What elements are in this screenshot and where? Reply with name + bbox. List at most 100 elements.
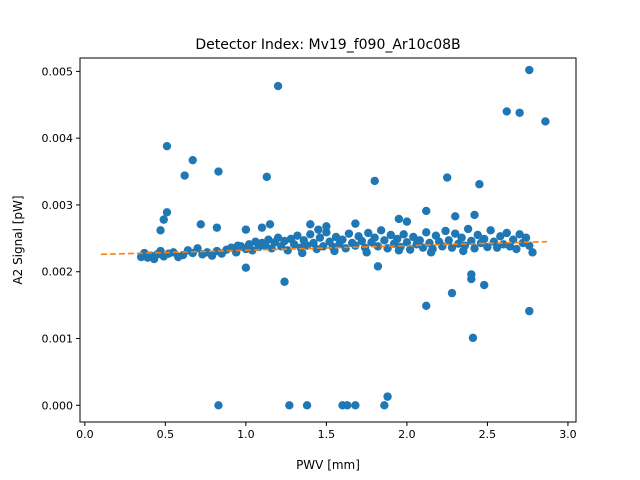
data-point (306, 230, 315, 239)
data-point (422, 301, 431, 310)
data-point (426, 248, 436, 257)
data-point (386, 230, 396, 240)
data-point (383, 392, 392, 401)
data-point (451, 229, 460, 238)
data-point (441, 226, 450, 236)
data-point (315, 233, 325, 242)
data-point (393, 234, 402, 244)
data-point (380, 401, 389, 410)
data-point (380, 236, 389, 245)
data-point (248, 246, 257, 255)
y-tick-label: 0.002 (42, 266, 74, 279)
data-point (314, 225, 323, 234)
data-point (459, 246, 468, 256)
data-point (422, 228, 431, 237)
data-point (525, 306, 534, 316)
data-point (264, 235, 273, 244)
data-point (343, 401, 352, 410)
data-point (280, 236, 289, 246)
data-point (515, 230, 524, 239)
data-point (364, 228, 373, 238)
data-point (289, 240, 299, 249)
data-point (273, 233, 283, 242)
data-point (473, 230, 482, 240)
data-point (468, 333, 478, 343)
data-point (502, 228, 511, 238)
data-point (322, 228, 331, 237)
data-point (298, 248, 307, 258)
chart-title: Detector Index: Mv19_f090_Ar10c08B (195, 37, 460, 53)
data-point (162, 141, 172, 151)
data-point (492, 243, 502, 252)
data-point (447, 288, 457, 298)
data-point (502, 107, 511, 116)
data-point (409, 232, 418, 242)
data-point (357, 236, 367, 246)
data-point (515, 108, 524, 117)
data-point (156, 226, 165, 235)
data-point (370, 233, 379, 242)
data-point (394, 246, 404, 255)
data-point (180, 171, 189, 180)
data-point (322, 222, 331, 231)
data-point (442, 173, 452, 182)
data-point (193, 244, 202, 253)
data-point (405, 245, 415, 254)
fit-line (100, 240, 548, 256)
data-point (312, 244, 321, 254)
data-point (457, 233, 466, 242)
data-point (283, 246, 292, 255)
y-tick-label: 0.001 (42, 333, 74, 346)
x-tick-label: 0.0 (76, 428, 94, 441)
y-axis-label: A2 Signal [pW] (11, 195, 25, 284)
data-point (196, 220, 205, 229)
data-point (480, 280, 489, 290)
data-point (373, 242, 383, 251)
data-point (521, 233, 531, 242)
data-point (214, 167, 223, 176)
data-point (306, 220, 315, 229)
y-tick-label: 0.005 (42, 65, 74, 78)
data-point (451, 212, 460, 221)
x-axis-ticks: 0.0 0.5 1.0 1.5 2.0 2.5 3.0 (76, 422, 577, 441)
data-point (188, 155, 197, 165)
data-point (373, 262, 383, 271)
data-point (338, 235, 347, 244)
data-point (463, 224, 473, 234)
data-point (302, 401, 312, 410)
data-point (330, 246, 339, 256)
data-point (257, 223, 267, 232)
data-point (241, 225, 251, 234)
y-axis-ticks: 0.000 0.001 0.002 0.003 0.004 0.005 (42, 65, 80, 412)
data-point (467, 274, 476, 284)
data-point (370, 176, 379, 186)
data-point (470, 244, 479, 253)
data-point (422, 206, 431, 216)
fit-layer (100, 240, 548, 256)
data-point (362, 248, 371, 257)
y-tick-label: 0.000 (42, 399, 74, 412)
x-tick-label: 1.0 (237, 428, 255, 441)
data-point (273, 81, 283, 91)
data-point (541, 117, 550, 126)
x-tick-label: 1.5 (318, 428, 336, 441)
data-point (444, 236, 453, 245)
plot-frame (79, 57, 577, 423)
data-point (293, 231, 302, 240)
data-point (402, 238, 412, 247)
data-point (399, 230, 408, 239)
data-point (525, 241, 534, 250)
data-point (483, 242, 492, 252)
x-tick-label: 2.5 (479, 428, 497, 441)
data-point (265, 220, 275, 229)
data-point (496, 232, 505, 241)
data-point (162, 208, 172, 217)
data-point (376, 226, 386, 235)
data-point (415, 236, 424, 245)
data-point (159, 215, 168, 224)
data-point (285, 401, 294, 410)
x-axis-label: PWV [mm] (296, 458, 360, 472)
data-point (438, 242, 447, 251)
data-point (331, 232, 341, 242)
